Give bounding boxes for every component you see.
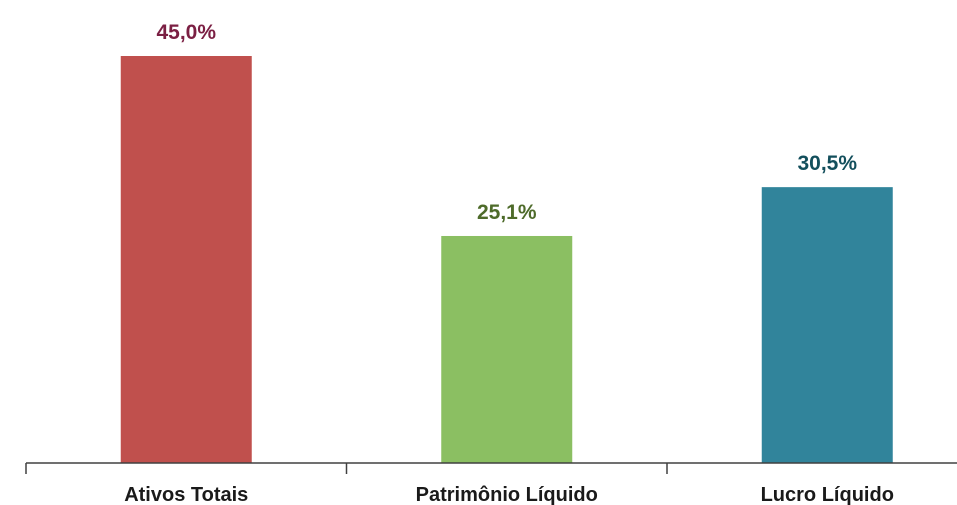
bar-value-label: 30,5%: [797, 152, 857, 175]
category-labels-group: Ativos Totais Patrimônio Líquido Lucro Líq…: [124, 484, 894, 505]
bar: [761, 187, 893, 463]
category-label: Patrimônio Líquido: [416, 484, 598, 505]
x-axis-ticks: [25, 463, 668, 474]
bar-value-label: 25,1%: [477, 201, 537, 224]
bar: [120, 56, 252, 463]
bar-value-label: 45,0%: [156, 21, 216, 44]
value-labels-group: 45,0% 25,1% 30,5%: [156, 21, 857, 224]
category-label: Lucro Líquido: [761, 484, 894, 505]
bar: [441, 235, 573, 463]
bars-group: [120, 56, 893, 463]
category-label: Ativos Totais: [124, 484, 248, 505]
